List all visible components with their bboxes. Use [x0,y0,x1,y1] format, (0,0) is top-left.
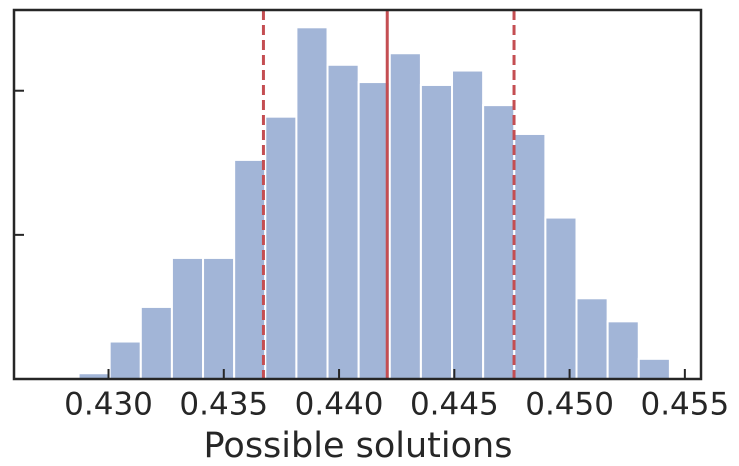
bar [451,69,485,380]
x-tick-label: 0.435 [179,387,268,423]
bar [233,158,267,380]
bar [264,115,298,380]
x-tick-label: 0.450 [525,387,614,423]
x-tick-label: 0.440 [295,387,384,423]
x-tick-label: 0.430 [64,387,153,423]
bar [575,297,609,380]
bar [544,216,578,380]
bar [139,305,173,380]
bar [637,357,671,380]
x-tick-label: 0.445 [410,387,499,423]
bar [606,320,640,380]
bar [419,83,454,380]
bar [170,256,205,380]
bar [357,81,391,380]
bar [295,26,329,380]
bar [326,63,360,380]
bar [108,340,142,380]
x-axis-label: Possible solutions [204,426,513,466]
plot-frame [12,8,703,381]
x-tick-label: 0.455 [640,387,729,423]
bar [482,104,516,380]
bar [388,52,422,380]
bar [513,132,547,380]
bar [202,256,236,380]
